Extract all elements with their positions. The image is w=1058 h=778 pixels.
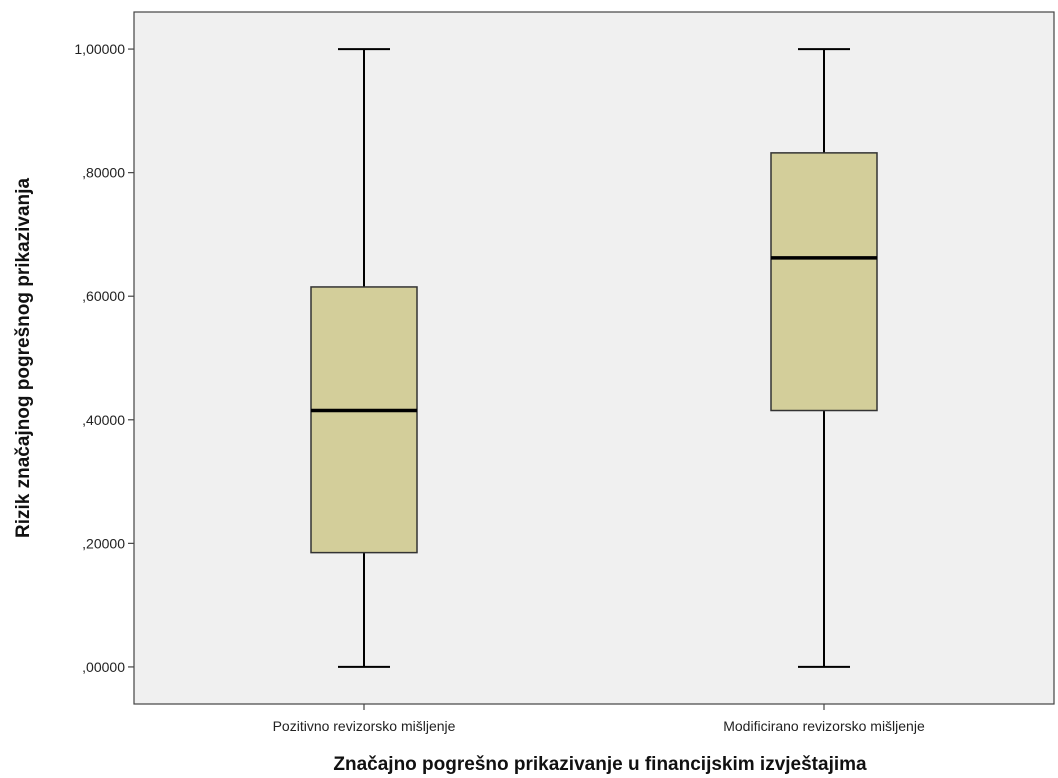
plot-area [133,11,1055,705]
y-axis: ,00000 ,20000 ,40000 ,60000 ,80000 1,00000 [74,41,134,675]
y-tick-label: ,40000 [82,412,125,428]
y-tick-label: ,80000 [82,165,125,181]
x-category-label: Modificirano revizorsko mišljenje [723,718,925,734]
box-1 [310,48,418,668]
box-2 [770,48,878,668]
boxes [310,48,878,668]
x-axis-title: Značajno pogrešno prikazivanje u financi… [333,754,867,775]
box-iqr [770,152,878,412]
y-tick-label: 1,00000 [74,41,125,57]
y-tick-label: ,60000 [82,288,125,304]
y-tick-label: ,20000 [82,535,125,551]
y-tick-label: ,00000 [82,659,125,675]
y-axis-title: Rizik značajnog pogrešnog prikazivanja [13,178,34,538]
x-category-label: Pozitivno revizorsko mišljenje [273,718,456,734]
box-iqr [310,286,418,554]
x-axis: Pozitivno revizorsko mišljenje Modificira… [273,704,925,734]
